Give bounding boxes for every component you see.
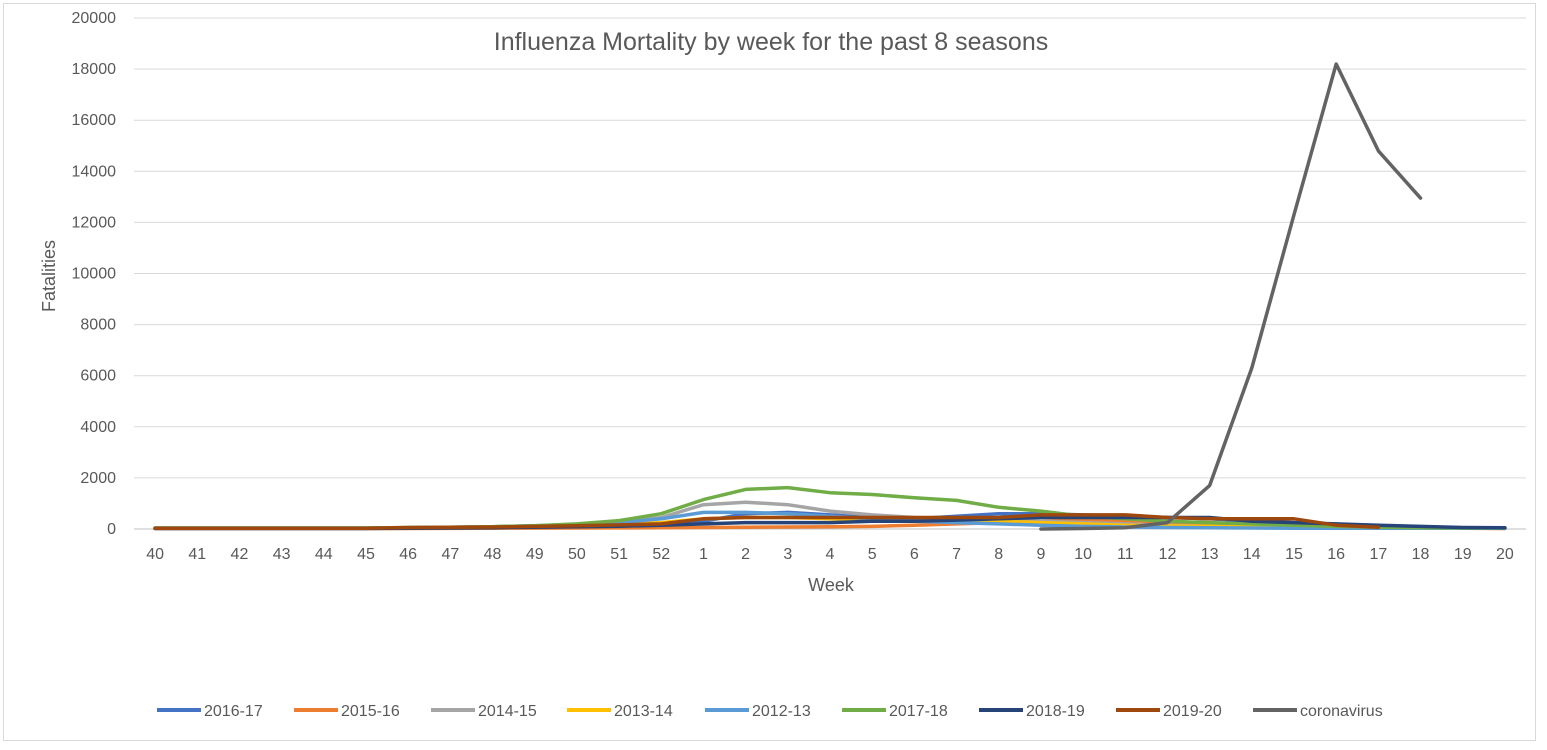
- legend-label: 2014-15: [478, 703, 537, 720]
- y-tick-label: 4000: [80, 419, 116, 436]
- legend-label: 2018-19: [1026, 703, 1085, 720]
- legend-label: 2017-18: [889, 703, 948, 720]
- x-tick-label: 40: [146, 546, 164, 563]
- x-tick-label: 47: [441, 546, 459, 563]
- x-tick-label: 1: [699, 546, 708, 563]
- line-chart: 0 2000 4000 6000 8000 10000 12000 14000 16000 180…: [39, 10, 1526, 720]
- y-axis-title: Fatalities: [39, 240, 59, 312]
- x-tick-label: 7: [952, 546, 961, 563]
- x-tick-label: 43: [273, 546, 291, 563]
- x-tick-label: 3: [783, 546, 792, 563]
- x-tick-label: 8: [994, 546, 1003, 563]
- x-tick-label: 13: [1201, 546, 1219, 563]
- gridlines: [134, 17, 1526, 479]
- x-tick-label: 17: [1369, 546, 1387, 563]
- series-line-coronavirus: [1039, 62, 1423, 531]
- chart-frame: 0 2000 4000 6000 8000 10000 12000 14000 16000 180…: [3, 3, 1536, 741]
- legend-label: 2015-16: [341, 703, 400, 720]
- x-tick-label: 52: [652, 546, 670, 563]
- y-tick-label: 0: [107, 521, 116, 538]
- x-tick-label: 46: [399, 546, 417, 563]
- x-tick-label: 48: [484, 546, 502, 563]
- legend-item: coronavirus: [1253, 703, 1383, 720]
- x-tick-label: 45: [357, 546, 375, 563]
- x-tick-label: 41: [188, 546, 206, 563]
- legend-item: 2019-20: [1116, 703, 1222, 720]
- y-tick-labels: 0 2000 4000 6000 8000 10000 12000 14000 16000 180…: [72, 10, 117, 538]
- legend-item: 2013-14: [567, 703, 673, 720]
- legend-item: 2018-19: [979, 703, 1085, 720]
- x-tick-label: 11: [1117, 546, 1134, 563]
- y-tick-label: 6000: [80, 368, 116, 385]
- y-tick-label: 12000: [72, 214, 117, 231]
- series-lines: [153, 62, 1507, 531]
- legend-label: 2016-17: [204, 703, 263, 720]
- x-tick-label: 42: [231, 546, 249, 563]
- legend-label: coronavirus: [1300, 703, 1383, 720]
- x-axis-title: Week: [808, 575, 855, 595]
- x-tick-labels: 40 41 42 43 44 45 46 47 48 49 50 51 52 1 2 3 4 5 6 7 8 9 10 11 1…: [146, 546, 1514, 563]
- y-tick-label: 8000: [80, 317, 116, 334]
- x-tick-label: 16: [1327, 546, 1345, 563]
- x-tick-label: 14: [1243, 546, 1261, 563]
- x-tick-label: 15: [1285, 546, 1303, 563]
- y-tick-label: 18000: [72, 61, 117, 78]
- x-tick-label: 44: [315, 546, 333, 563]
- legend-label: 2012-13: [752, 703, 811, 720]
- legend-item: 2017-18: [842, 703, 948, 720]
- x-tick-label: 6: [910, 546, 919, 563]
- x-tick-label: 50: [568, 546, 586, 563]
- x-tick-label: 51: [610, 546, 628, 563]
- legend: 2016-17 2015-16 2014-15 2013-14 2012-13 2017-…: [157, 703, 1383, 720]
- x-tick-label: 9: [1036, 546, 1045, 563]
- legend-item: 2012-13: [705, 703, 811, 720]
- x-tick-label: 5: [868, 546, 877, 563]
- legend-item: 2015-16: [294, 703, 400, 720]
- x-tick-label: 10: [1074, 546, 1092, 563]
- y-tick-label: 2000: [80, 470, 116, 487]
- legend-label: 2013-14: [614, 703, 673, 720]
- y-tick-label: 16000: [72, 112, 117, 129]
- x-tick-label: 20: [1496, 546, 1514, 563]
- x-tick-label: 12: [1159, 546, 1177, 563]
- y-tick-label: 10000: [72, 266, 117, 283]
- y-tick-label: 20000: [72, 10, 117, 27]
- x-tick-label: 18: [1412, 546, 1430, 563]
- x-tick-label: 2: [741, 546, 750, 563]
- y-tick-label: 14000: [72, 163, 117, 180]
- x-tick-label: 49: [526, 546, 544, 563]
- legend-item: 2014-15: [431, 703, 537, 720]
- x-tick-label: 19: [1454, 546, 1472, 563]
- legend-label: 2019-20: [1163, 703, 1222, 720]
- legend-item: 2016-17: [157, 703, 263, 720]
- x-tick-label: 4: [826, 546, 835, 563]
- chart-title: Influenza Mortality by week for the past…: [494, 28, 1048, 56]
